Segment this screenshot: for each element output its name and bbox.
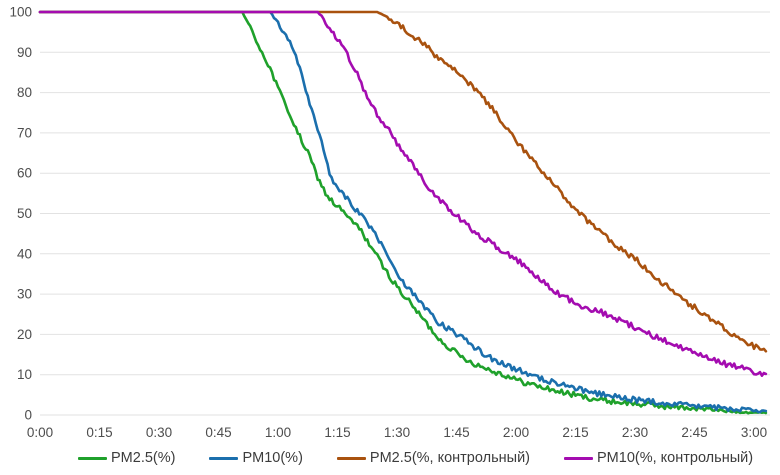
legend-swatch-pm25-control bbox=[336, 456, 366, 460]
x-axis-tick-label: 1:45 bbox=[443, 425, 469, 440]
x-axis-tick-label: 2:30 bbox=[622, 425, 648, 440]
legend-item-pm10-control: PM10(%, контрольный) bbox=[564, 450, 753, 466]
legend-item-pm25-control: PM2.5(%, контрольный) bbox=[336, 450, 530, 466]
y-axis-tick-label: 90 bbox=[17, 45, 32, 60]
y-axis-tick-label: 40 bbox=[17, 246, 32, 261]
legend-label-pm10: PM10(%) bbox=[242, 450, 303, 466]
chart-legend: PM2.5(%) PM10(%) PM2.5(%, контрольный) P… bbox=[0, 447, 780, 469]
x-axis-tick-label: 0:30 bbox=[146, 425, 172, 440]
legend-label-pm25-control: PM2.5(%, контрольный) bbox=[369, 450, 530, 466]
x-axis-tick-label: 0:15 bbox=[86, 425, 112, 440]
y-axis-tick-label: 60 bbox=[17, 166, 32, 181]
legend-swatch-pm10 bbox=[209, 456, 239, 460]
legend-label-pm25: PM2.5(%) bbox=[111, 450, 176, 466]
x-axis-tick-label: 0:45 bbox=[205, 425, 231, 440]
x-axis-tick-label: 2:00 bbox=[503, 425, 529, 440]
y-axis-tick-label: 80 bbox=[17, 85, 32, 100]
legend-label-pm10-control: PM10(%, контрольный) bbox=[597, 450, 754, 466]
y-axis-tick-label: 20 bbox=[17, 327, 32, 342]
x-axis-tick-label: 2:15 bbox=[562, 425, 588, 440]
series-line-2 bbox=[38, 10, 768, 414]
series-line-3 bbox=[38, 10, 768, 353]
y-axis-tick-label: 100 bbox=[9, 5, 32, 20]
y-axis-tick-label: 50 bbox=[17, 206, 32, 221]
x-axis-tick-label: 2:45 bbox=[681, 425, 707, 440]
y-axis-tick-label: 30 bbox=[17, 287, 32, 302]
x-axis-tick-label: 3:00 bbox=[741, 425, 767, 440]
series-line-4 bbox=[38, 10, 768, 378]
series-line-1 bbox=[38, 10, 768, 415]
x-axis-tick-label: 1:00 bbox=[265, 425, 291, 440]
y-axis-tick-label: 10 bbox=[17, 367, 32, 382]
x-axis-tick-label: 0:00 bbox=[27, 425, 53, 440]
legend-swatch-pm25 bbox=[78, 456, 107, 460]
y-axis-tick-label: 0 bbox=[24, 408, 32, 423]
x-axis-tick-label: 1:15 bbox=[324, 425, 350, 440]
legend-item-pm10: PM10(%) bbox=[209, 450, 303, 466]
x-axis-tick-label: 1:30 bbox=[384, 425, 410, 440]
legend-item-pm25: PM2.5(%) bbox=[78, 450, 175, 466]
legend-swatch-pm10-control bbox=[564, 456, 593, 460]
y-axis-tick-label: 70 bbox=[17, 125, 32, 140]
